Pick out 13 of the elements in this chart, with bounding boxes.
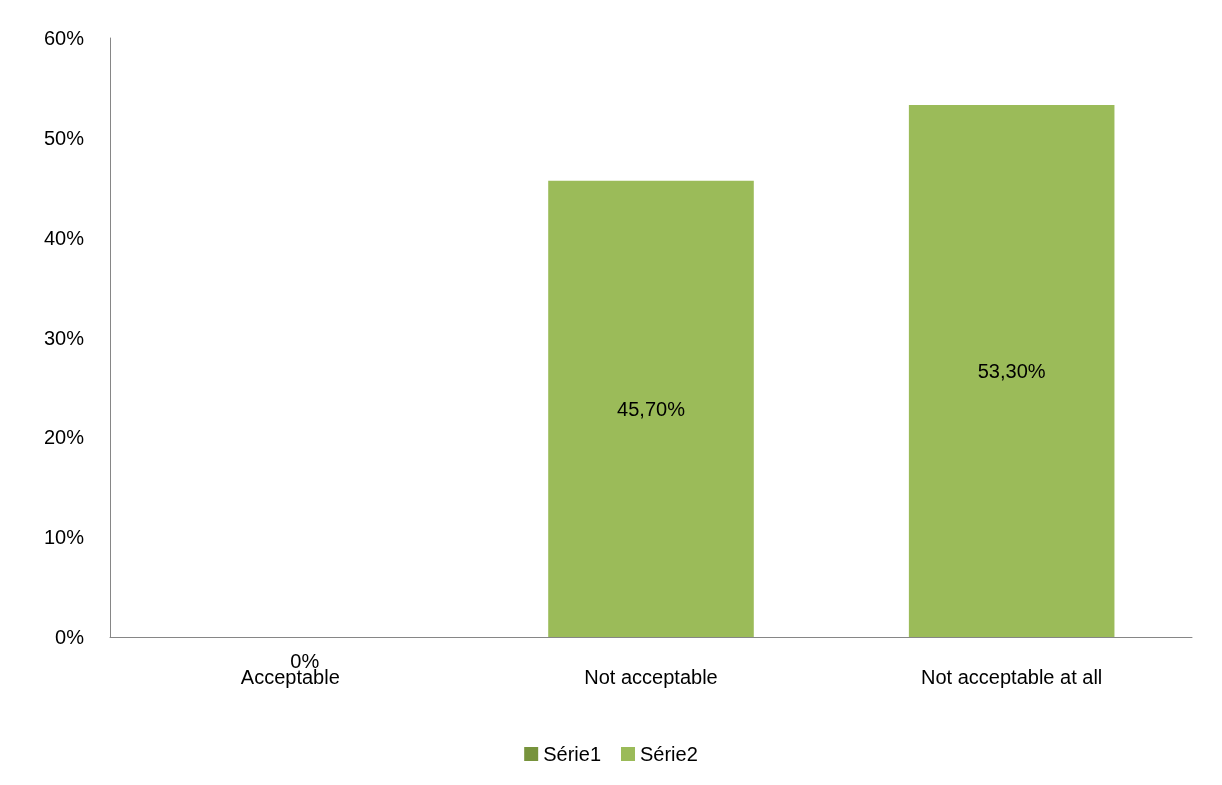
y-tick-label: 50% [43,126,85,149]
y-tick-label: 0% [55,626,85,648]
y-tick-label: 60% [43,27,85,49]
y-tick-label: 10% [43,526,85,549]
y-tick-label: 30% [43,326,85,349]
data-label: 45,70% [617,397,686,420]
legend-label: Série2 [640,743,698,765]
y-tick-label: 40% [43,226,85,249]
legend-label: Série1 [543,743,601,765]
y-tick-label: 20% [43,426,85,449]
x-tick-label: Not acceptable [584,666,718,688]
x-tick-label: Not acceptable at all [921,666,1103,688]
data-label: 53,30% [977,359,1046,382]
